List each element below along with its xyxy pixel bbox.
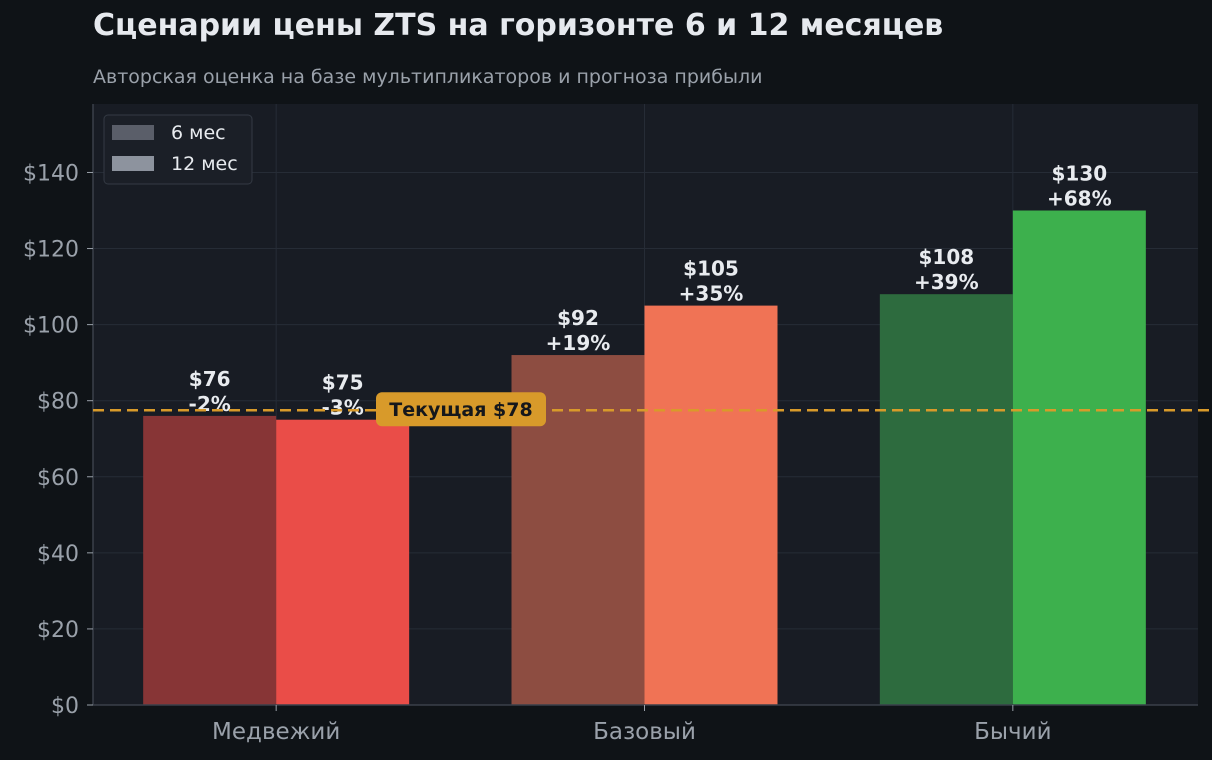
y-tick-label: $60 bbox=[37, 466, 79, 491]
data-label: $76 -2% bbox=[189, 367, 231, 416]
x-tick-label: Бычий bbox=[974, 719, 1051, 745]
y-tick-label: $20 bbox=[37, 618, 79, 643]
legend-label: 12 мес bbox=[171, 153, 238, 175]
y-tick-label: $140 bbox=[23, 161, 79, 186]
x-tick-label: Медвежий bbox=[212, 719, 340, 745]
data-label: $130 +68% bbox=[1047, 162, 1112, 211]
bar bbox=[1012, 210, 1146, 705]
data-label: $75 -3% bbox=[322, 371, 364, 420]
y-tick-label: $120 bbox=[23, 238, 79, 263]
x-tick-label: Базовый bbox=[593, 719, 696, 745]
bar bbox=[143, 415, 277, 705]
legend-swatch bbox=[112, 125, 154, 140]
legend-label: 6 мес bbox=[171, 122, 226, 144]
chart-title: Сценарии цены ZTS на горизонте 6 и 12 ме… bbox=[93, 8, 944, 43]
bar bbox=[879, 294, 1013, 705]
y-tick-label: $100 bbox=[23, 314, 79, 339]
y-tick-label: $0 bbox=[51, 694, 79, 719]
legend-swatch bbox=[112, 156, 154, 171]
chart-subtitle: Авторская оценка на базе мультипликаторо… bbox=[93, 66, 763, 88]
data-label: $92 +19% bbox=[546, 306, 611, 355]
y-tick-label: $40 bbox=[37, 542, 79, 567]
current-price-label: Текущая $78 bbox=[389, 399, 532, 421]
data-label: $105 +35% bbox=[679, 257, 744, 306]
y-tick-label: $80 bbox=[37, 390, 79, 415]
current-price-badge bbox=[376, 392, 546, 427]
bar bbox=[276, 419, 410, 705]
data-label: $108 +39% bbox=[914, 245, 979, 294]
bar bbox=[644, 305, 778, 705]
